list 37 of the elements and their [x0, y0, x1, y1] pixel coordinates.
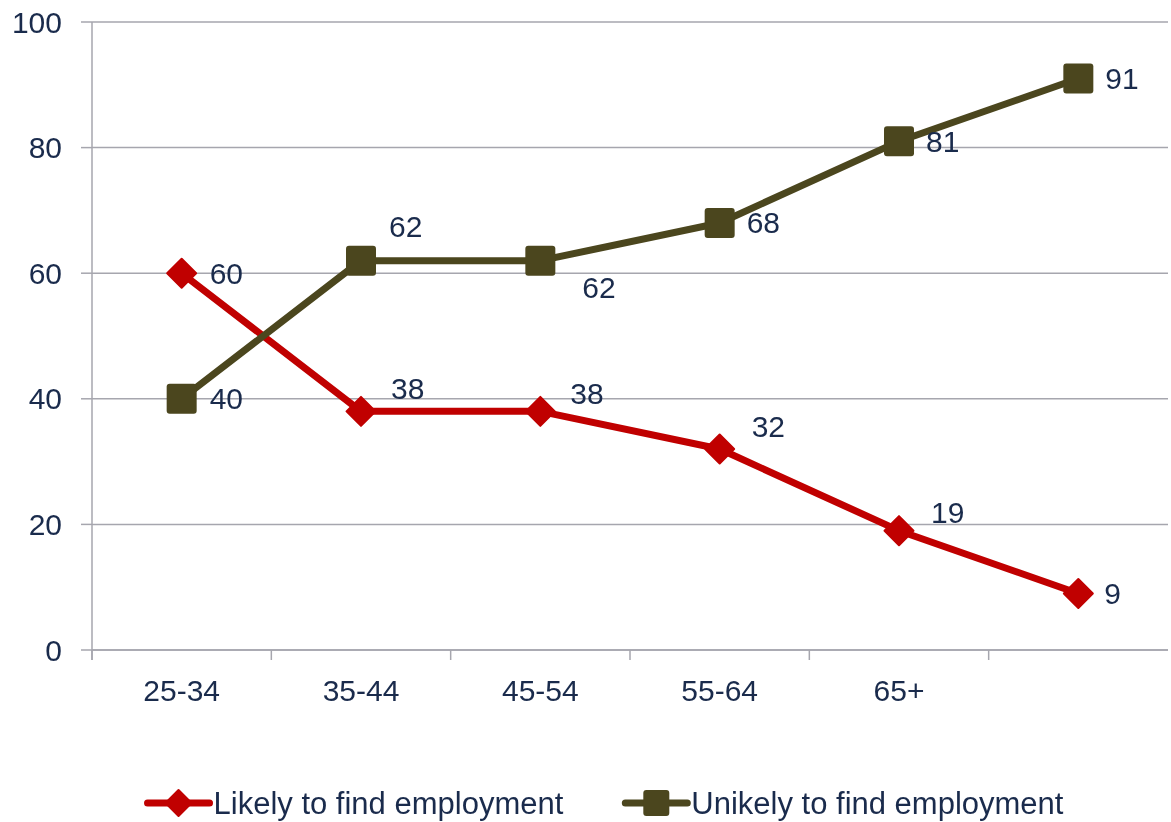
point	[346, 245, 376, 276]
y-tick-label: 60	[28, 256, 62, 290]
x-tick-label: 25-34	[143, 673, 221, 707]
data-label: 91	[1105, 62, 1139, 96]
point	[525, 245, 556, 276]
y-tick-label: 40	[28, 382, 62, 416]
point	[524, 395, 556, 427]
data-label: 68	[746, 206, 781, 240]
data-label: 38	[391, 371, 425, 405]
y-tick-label: 20	[28, 507, 62, 541]
point	[704, 433, 736, 465]
point	[166, 383, 197, 414]
x-tick-label: 35-44	[322, 673, 400, 707]
point	[704, 207, 735, 238]
point	[166, 257, 198, 289]
data-label: 62	[582, 271, 616, 305]
x-tick-label: 65+	[873, 673, 925, 707]
point	[345, 395, 377, 427]
y-tick-label: 0	[45, 633, 62, 667]
data-label: 60	[209, 256, 244, 290]
x-tick-label: 55-64	[681, 673, 759, 707]
point	[884, 126, 914, 157]
y-tick-label: 80	[28, 131, 62, 165]
data-label: 9	[1104, 576, 1122, 610]
data-label: 38	[570, 376, 604, 410]
data-label: 62	[389, 210, 423, 244]
data-label: 32	[751, 409, 786, 443]
point	[1062, 577, 1094, 609]
legend-label: Unikely to find employment	[691, 785, 1064, 821]
data-label: 81	[926, 124, 960, 158]
legend-label: Likely to find employment	[213, 785, 564, 821]
data-label: 19	[931, 496, 965, 530]
point	[883, 515, 915, 547]
x-tick-label: 45-54	[501, 673, 579, 707]
data-label: 40	[209, 382, 244, 416]
point	[1063, 63, 1094, 94]
y-tick-label: 100	[11, 5, 62, 39]
